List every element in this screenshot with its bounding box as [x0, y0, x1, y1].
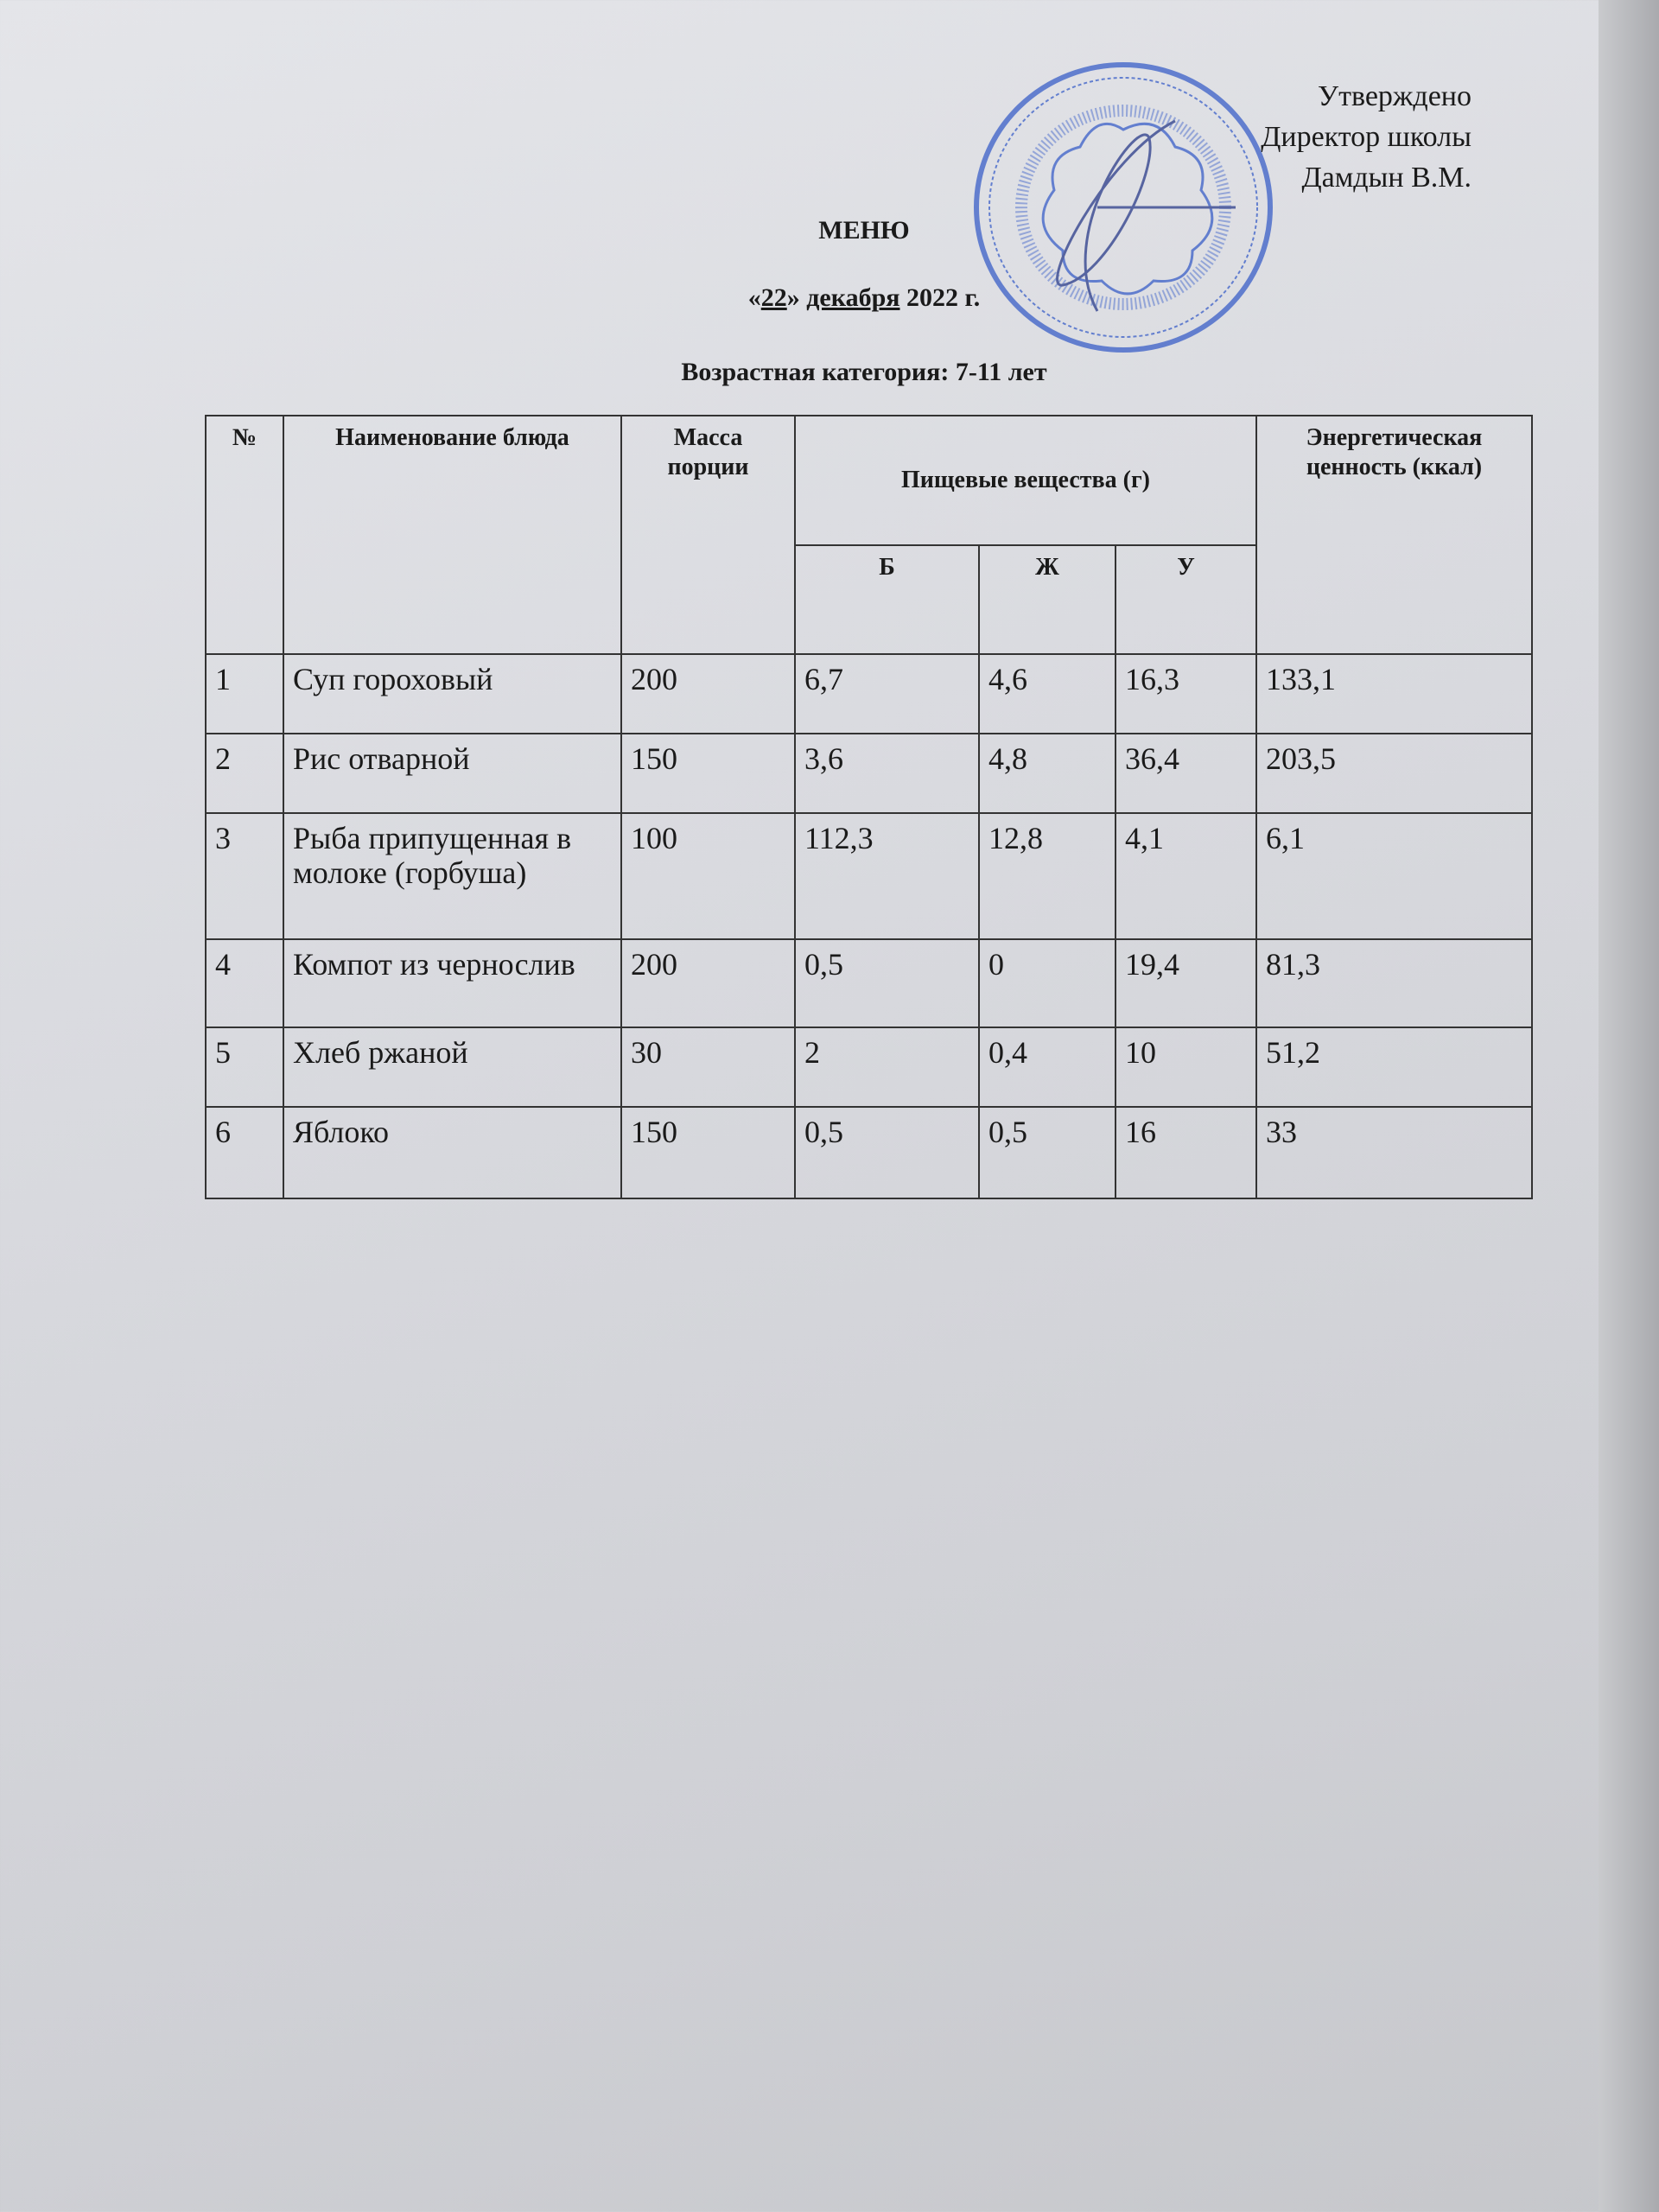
- cell-b: 2: [794, 1027, 980, 1108]
- cell-mass: 200: [620, 653, 796, 734]
- cell-name: Рыба припущенная в молоке (горбуша): [283, 812, 622, 940]
- cell-u: 16: [1115, 1106, 1257, 1199]
- table-row: 2 Рис отварной 150 3,6 4,8 36,4 203,5: [205, 733, 1533, 814]
- approval-block: Утверждено Директор школы Дамдын В.М.: [1261, 76, 1471, 198]
- cell-zh: 4,6: [978, 653, 1116, 734]
- cell-name: Хлеб ржаной: [283, 1027, 622, 1108]
- cell-zh: 0,4: [978, 1027, 1116, 1108]
- cell-energy: 6,1: [1255, 812, 1533, 940]
- cell-energy: 33: [1255, 1106, 1533, 1199]
- cell-energy: 133,1: [1255, 653, 1533, 734]
- header-mass: Масса порции: [620, 415, 796, 655]
- cell-b: 0,5: [794, 1106, 980, 1199]
- cell-u: 10: [1115, 1027, 1257, 1108]
- header-num: №: [205, 415, 284, 655]
- header-carbs: У: [1115, 544, 1257, 655]
- cell-b: 6,7: [794, 653, 980, 734]
- header-nutrients: Пищевые вещества (г): [794, 415, 1257, 546]
- header-fat: Ж: [978, 544, 1116, 655]
- cell-num: 3: [205, 812, 284, 940]
- cell-zh: 0: [978, 938, 1116, 1028]
- paper-edge: [1599, 0, 1659, 2212]
- cell-mass: 150: [620, 1106, 796, 1199]
- cell-num: 4: [205, 938, 284, 1028]
- cell-num: 5: [205, 1027, 284, 1108]
- header-energy: Энергетическая ценность (ккал): [1255, 415, 1533, 655]
- table-row: 5 Хлеб ржаной 30 2 0,4 10 51,2: [205, 1027, 1533, 1108]
- table-row: 6 Яблоко 150 0,5 0,5 16 33: [205, 1106, 1533, 1199]
- cell-num: 2: [205, 733, 284, 814]
- date-year: 2022 г.: [906, 283, 981, 312]
- cell-name: Рис отварной: [283, 733, 622, 814]
- cell-u: 16,3: [1115, 653, 1257, 734]
- cell-name: Компот из чернослив: [283, 938, 622, 1028]
- cell-zh: 12,8: [978, 812, 1116, 940]
- cell-name: Суп гороховый: [283, 653, 622, 734]
- cell-u: 4,1: [1115, 812, 1257, 940]
- cell-b: 3,6: [794, 733, 980, 814]
- approval-label: Утверждено: [1318, 80, 1471, 112]
- cell-energy: 81,3: [1255, 938, 1533, 1028]
- date-day: 22: [760, 283, 787, 312]
- cell-energy: 203,5: [1255, 733, 1533, 814]
- table-row: 1 Суп гороховый 200 6,7 4,6 16,3 133,1: [205, 653, 1533, 734]
- cell-zh: 4,8: [978, 733, 1116, 814]
- header-name: Наименование блюда: [283, 415, 622, 655]
- table-row: 4 Компот из чернослив 200 0,5 0 19,4 81,3: [205, 938, 1533, 1028]
- approval-position: Директор школы: [1261, 121, 1471, 153]
- cell-b: 0,5: [794, 938, 980, 1028]
- cell-energy: 51,2: [1255, 1027, 1533, 1108]
- menu-table: № Наименование блюда Масса порции Пищевы…: [205, 415, 1533, 1199]
- quote-open: «: [747, 283, 761, 312]
- menu-date: «22» декабря 2022 г.: [0, 283, 1659, 313]
- header-protein: Б: [794, 544, 980, 655]
- cell-name: Яблоко: [283, 1106, 622, 1199]
- cell-b: 112,3: [794, 812, 980, 940]
- cell-mass: 150: [620, 733, 796, 814]
- cell-u: 19,4: [1115, 938, 1257, 1028]
- table-row: 3 Рыба припущенная в молоке (горбуша) 100 1…: [205, 812, 1533, 940]
- age-category: Возрастная категория: 7-11 лет: [681, 358, 1047, 386]
- approval-name: Дамдын В.М.: [1301, 162, 1471, 194]
- cell-num: 6: [205, 1106, 284, 1199]
- cell-zh: 0,5: [978, 1106, 1116, 1199]
- cell-mass: 100: [620, 812, 796, 940]
- cell-mass: 30: [620, 1027, 796, 1108]
- date-month: декабря: [806, 283, 900, 312]
- cell-num: 1: [205, 653, 284, 734]
- cell-mass: 200: [620, 938, 796, 1028]
- quote-close: »: [786, 283, 800, 312]
- page-title: МЕНЮ: [818, 216, 910, 245]
- cell-u: 36,4: [1115, 733, 1257, 814]
- school-stamp-with-signature: [974, 62, 1273, 353]
